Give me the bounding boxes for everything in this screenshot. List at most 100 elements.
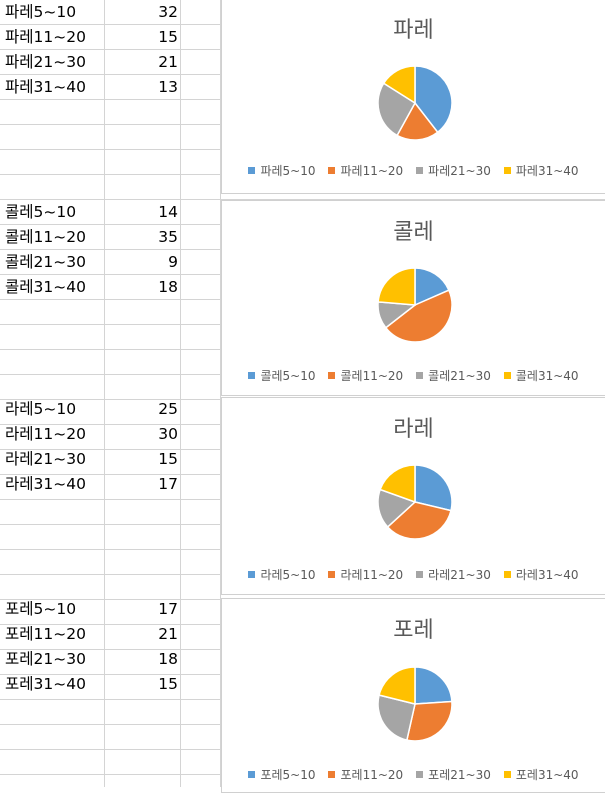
chart-title: 파레 [393, 18, 434, 43]
pie-slice[interactable] [377, 267, 416, 306]
legend-label: 포레11~20 [340, 768, 404, 782]
chart-title: 라레 [393, 417, 434, 442]
chart-legend: 라레5~10 라레11~20 라레21~30 라레31~40 [222, 566, 605, 583]
legend-item: 라레31~40 [503, 566, 579, 583]
column-divider [180, 0, 181, 787]
legend-label: 포레31~40 [515, 768, 579, 782]
pie-slice[interactable] [378, 666, 416, 705]
pie-chart-3[interactable]: 라레 라레5~10 라레11~20 라레21~30 라레31~40 [221, 397, 605, 595]
legend-item: 포레31~40 [503, 766, 579, 783]
value-cell[interactable]: 35 [158, 228, 178, 246]
legend-swatch [248, 167, 256, 174]
value-cell[interactable]: 14 [158, 203, 178, 221]
legend-label: 콜레31~40 [515, 369, 579, 383]
label-cell[interactable]: 파레21~30 [5, 53, 86, 71]
value-cell[interactable]: 32 [158, 3, 178, 21]
legend-swatch [248, 771, 256, 778]
column-divider [104, 0, 105, 787]
value-cell[interactable]: 21 [158, 53, 178, 71]
pie-plot[interactable] [376, 266, 454, 344]
label-cell[interactable]: 파레31~40 [5, 78, 86, 96]
legend-label: 파레31~40 [515, 164, 579, 178]
legend-swatch [416, 167, 424, 174]
value-cell[interactable]: 15 [158, 28, 178, 46]
pie-slice[interactable] [382, 65, 416, 105]
pie-plot[interactable] [376, 463, 454, 541]
legend-swatch [503, 372, 511, 379]
label-cell[interactable]: 포레11~20 [5, 625, 86, 643]
legend-swatch [248, 571, 256, 578]
legend-item: 라레21~30 [416, 566, 491, 583]
legend-label: 라레21~30 [428, 568, 491, 582]
label-cell[interactable]: 라레21~30 [5, 450, 86, 468]
legend-label: 콜레11~20 [340, 369, 404, 383]
pie-plot[interactable] [376, 64, 454, 142]
legend-swatch [248, 372, 256, 379]
label-cell[interactable]: 콜레5~10 [5, 203, 77, 221]
label-cell[interactable]: 라레11~20 [5, 425, 86, 443]
legend-label: 라레5~10 [260, 568, 316, 582]
pie-plot[interactable] [376, 665, 454, 743]
legend-swatch [416, 571, 424, 578]
label-cell[interactable]: 파레5~10 [5, 3, 77, 21]
legend-item: 콜레11~20 [328, 367, 403, 384]
value-cell[interactable]: 18 [158, 650, 178, 668]
legend-item: 콜레21~30 [416, 367, 491, 384]
value-cell[interactable]: 25 [158, 400, 178, 418]
legend-label: 포레21~30 [428, 768, 491, 782]
legend-swatch [503, 167, 511, 174]
legend-swatch [503, 571, 511, 578]
legend-item: 파레5~10 [248, 162, 315, 179]
label-cell[interactable]: 콜레21~30 [5, 253, 86, 271]
pie-chart-2[interactable]: 콜레 콜레5~10 콜레11~20 콜레21~30 콜레31~40 [221, 200, 605, 396]
legend-item: 파레31~40 [503, 162, 579, 179]
legend-item: 파레11~20 [328, 162, 403, 179]
pie-slice[interactable] [377, 82, 416, 137]
value-cell[interactable]: 9 [168, 253, 178, 271]
legend-label: 포레5~10 [260, 768, 316, 782]
legend-swatch [328, 771, 336, 778]
pie-slice[interactable] [396, 101, 439, 141]
legend-item: 파레21~30 [416, 162, 491, 179]
legend-item: 포레21~30 [416, 766, 491, 783]
label-cell[interactable]: 콜레31~40 [5, 278, 86, 296]
legend-label: 라레31~40 [515, 568, 579, 582]
label-cell[interactable]: 포레5~10 [5, 600, 77, 618]
pie-slice[interactable] [384, 289, 453, 343]
pie-slice[interactable] [377, 694, 416, 741]
pie-slice[interactable] [414, 666, 453, 705]
label-cell[interactable]: 콜레11~20 [5, 228, 86, 246]
value-cell[interactable]: 30 [158, 425, 178, 443]
value-cell[interactable]: 18 [158, 278, 178, 296]
label-cell[interactable]: 라레5~10 [5, 400, 77, 418]
pie-slice[interactable] [414, 267, 450, 307]
legend-item: 콜레5~10 [248, 367, 315, 384]
pie-chart-1[interactable]: 파레 파레5~10 파레11~20 파레21~30 파레31~40 [221, 0, 605, 194]
pie-slice[interactable] [405, 700, 453, 742]
legend-swatch [328, 167, 336, 174]
legend-swatch [328, 571, 336, 578]
chart-legend: 파레5~10 파레11~20 파레21~30 파레31~40 [222, 162, 605, 179]
value-cell[interactable]: 15 [158, 450, 178, 468]
pie-slice[interactable] [414, 464, 453, 512]
legend-label: 라레11~20 [340, 568, 404, 582]
value-cell[interactable]: 17 [158, 600, 178, 618]
value-cell[interactable]: 15 [158, 675, 178, 693]
pie-chart-4[interactable]: 포레 포레5~10 포레11~20 포레21~30 포레31~40 [221, 598, 605, 793]
label-cell[interactable]: 포레21~30 [5, 650, 86, 668]
legend-label: 콜레21~30 [428, 369, 491, 383]
pie-slice[interactable] [386, 501, 452, 540]
legend-swatch [503, 771, 511, 778]
value-cell[interactable]: 13 [158, 78, 178, 96]
legend-swatch [416, 372, 424, 379]
pie-slice[interactable] [414, 65, 453, 134]
chart-title: 포레 [393, 618, 434, 643]
label-cell[interactable]: 파레11~20 [5, 28, 86, 46]
legend-item: 라레11~20 [328, 566, 403, 583]
label-cell[interactable]: 라레31~40 [5, 475, 86, 493]
pie-slice[interactable] [379, 464, 416, 504]
value-cell[interactable]: 17 [158, 475, 178, 493]
label-cell[interactable]: 포레31~40 [5, 675, 86, 693]
legend-item: 라레5~10 [248, 566, 315, 583]
value-cell[interactable]: 21 [158, 625, 178, 643]
